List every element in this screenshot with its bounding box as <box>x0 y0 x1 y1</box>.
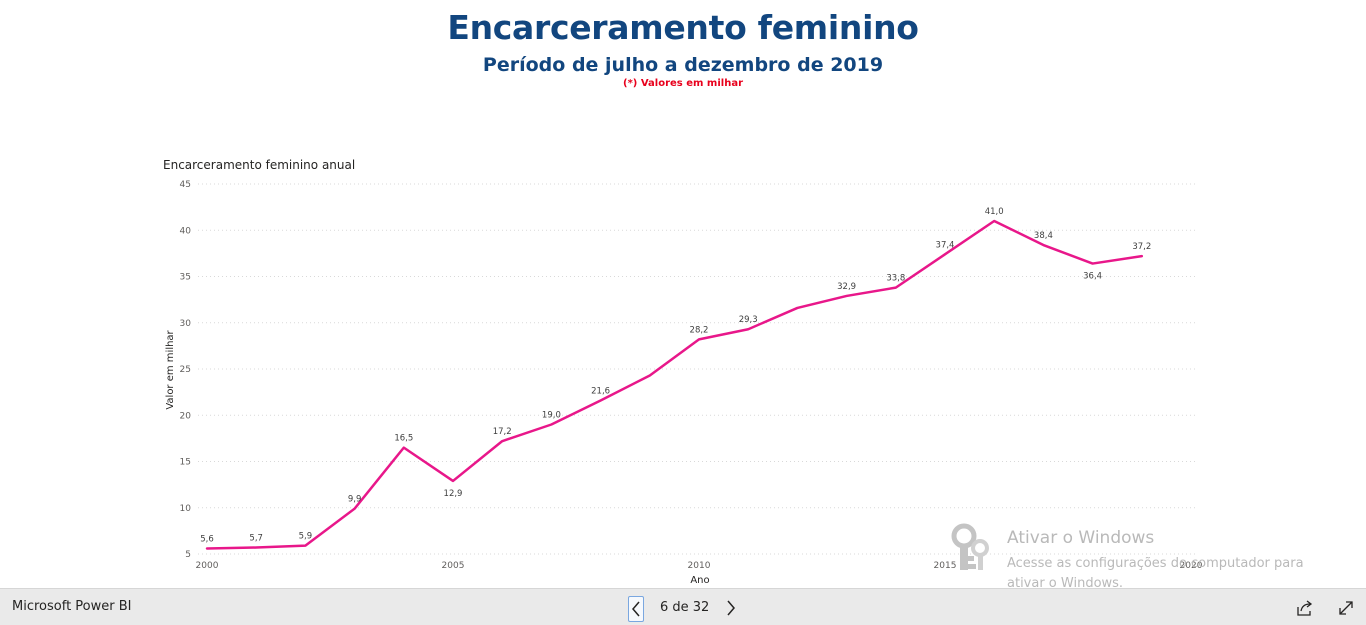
share-icon <box>1297 600 1313 616</box>
key-icon <box>951 523 989 570</box>
x-tick-label: 2020 <box>1180 561 1203 571</box>
data-point[interactable] <box>450 478 456 484</box>
chevron-left-icon <box>632 601 640 617</box>
data-point[interactable] <box>401 445 407 451</box>
data-label: 32,9 <box>837 282 856 292</box>
y-tick-label: 40 <box>180 226 192 236</box>
data-point[interactable] <box>794 305 800 311</box>
y-tick-label: 5 <box>185 550 191 560</box>
chart-title: Encarceramento feminino anual <box>163 158 356 172</box>
y-tick-label: 10 <box>180 504 192 514</box>
data-point[interactable] <box>204 545 210 551</box>
y-tick-label: 20 <box>180 411 192 421</box>
data-point[interactable] <box>1139 253 1145 259</box>
data-labels: 5,6 5,7 5,9 9,9 16,5 12,9 17,2 19,0 21,6 28,2 29,3… <box>200 207 1151 544</box>
data-label: 16,5 <box>394 434 413 444</box>
footer-bar: Microsoft Power BI 6 de 32 <box>0 588 1366 625</box>
data-label: 19,0 <box>542 411 561 421</box>
data-point[interactable] <box>1040 242 1046 248</box>
data-label: 38,4 <box>1034 231 1053 241</box>
x-axis-ticks: 2000 2005 2010 2015 2020 <box>196 561 1203 571</box>
data-label: 5,9 <box>299 532 313 542</box>
data-point[interactable] <box>302 543 308 549</box>
series-line[interactable] <box>205 219 1144 550</box>
data-label: 37,4 <box>936 240 955 250</box>
x-tick-label: 2000 <box>196 561 219 571</box>
report-note: (*) Valores em milhar <box>623 78 743 89</box>
y-tick-label: 15 <box>180 458 191 468</box>
data-point[interactable] <box>942 251 948 257</box>
data-point[interactable] <box>991 218 997 224</box>
next-page-button[interactable] <box>724 596 738 620</box>
watermark-title: Ativar o Windows <box>1007 528 1155 548</box>
data-point[interactable] <box>548 422 554 428</box>
data-label: 5,7 <box>249 534 263 544</box>
data-label: 29,3 <box>739 315 758 325</box>
page-indicator: 6 de 32 <box>660 600 710 615</box>
gridlines <box>198 183 1197 555</box>
fullscreen-icon <box>1339 601 1353 615</box>
fullscreen-button[interactable] <box>1337 599 1355 617</box>
brand-label: Microsoft Power BI <box>12 599 132 614</box>
y-tick-label: 25 <box>180 365 191 375</box>
data-label: 9,9 <box>348 495 362 505</box>
data-label: 41,0 <box>985 207 1004 217</box>
data-label: 5,6 <box>200 534 214 544</box>
data-point[interactable] <box>647 372 653 378</box>
data-label: 33,8 <box>886 274 905 284</box>
chevron-right-icon <box>727 600 735 616</box>
data-label: 17,2 <box>493 427 512 437</box>
y-axis-ticks: 5 10 15 20 25 30 35 40 45 <box>180 180 192 560</box>
data-label: 36,4 <box>1083 272 1102 282</box>
watermark-subtitle: Acesse as configurações do computador pa… <box>1007 556 1304 591</box>
y-tick-label: 30 <box>180 319 192 329</box>
data-label: 12,9 <box>444 489 463 499</box>
data-point[interactable] <box>893 285 899 291</box>
data-point[interactable] <box>598 397 604 403</box>
data-point[interactable] <box>499 438 505 444</box>
y-tick-label: 35 <box>180 273 191 283</box>
line-chart[interactable]: 5 10 15 20 25 30 35 40 45 2000 2005 2010 2015 2020 V… <box>0 0 1366 588</box>
data-label: 37,2 <box>1132 242 1151 252</box>
data-point[interactable] <box>352 506 358 512</box>
data-point[interactable] <box>844 293 850 299</box>
report-subtitle: Período de julho a dezembro de 2019 <box>482 54 884 76</box>
data-point[interactable] <box>253 545 259 551</box>
share-button[interactable] <box>1296 599 1314 617</box>
series-layer <box>204 218 1145 551</box>
x-tick-label: 2015 <box>934 561 957 571</box>
x-tick-label: 2010 <box>688 561 711 571</box>
previous-page-button[interactable] <box>628 596 644 622</box>
data-label: 28,2 <box>690 325 709 335</box>
report-canvas: Encarceramento feminino Período de julho… <box>0 0 1366 591</box>
report-title: Encarceramento feminino <box>447 8 919 47</box>
x-tick-label: 2005 <box>442 561 465 571</box>
data-point[interactable] <box>1090 261 1096 267</box>
data-point[interactable] <box>745 326 751 332</box>
y-tick-label: 45 <box>180 180 191 190</box>
x-axis-title: Ano <box>690 575 709 586</box>
data-label: 21,6 <box>591 386 610 396</box>
data-point[interactable] <box>696 336 702 342</box>
y-axis-title: Valor em milhar <box>165 329 176 409</box>
